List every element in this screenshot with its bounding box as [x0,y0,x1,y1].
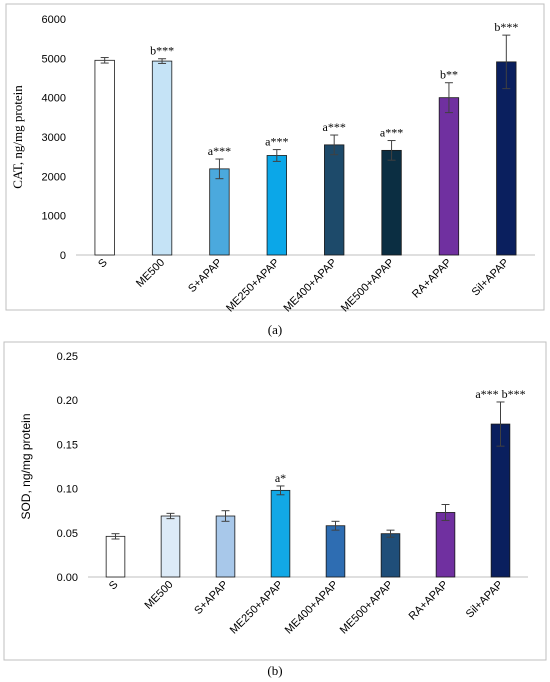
error-bar [100,57,109,64]
x-tick-label: Sil+APAP [470,257,512,299]
x-tick-label: RA+APAP [410,257,454,301]
x-tick-label: ME400+APAP [283,579,341,637]
x-tick-label: S [107,579,121,593]
x-tick-label: Sil+APAP [464,579,506,621]
y-tick-label: 0.25 [57,351,78,363]
bar-me250-apap [270,489,291,578]
x-tick-label: S [96,257,110,271]
error-bar [215,158,224,180]
significance-label: a*** [380,126,403,140]
error-bar [272,149,281,162]
chart-sod: SOD, ng/mg protein 0.00 0.05 0.10 0.15 0.20 0.… [3,341,547,661]
error-bar [221,510,230,522]
chart-border [5,3,545,311]
error-bar [331,520,340,531]
y-tick-label: 0.00 [57,572,78,584]
x-tick-label: ME250+APAP [228,579,286,637]
x-tick-label: ME500 [134,257,167,290]
error-bar [444,82,453,114]
error-bar [111,533,120,540]
bar-me400-apap [324,144,345,256]
bar-sil-apap [496,61,517,256]
bar-s [94,59,115,256]
bar-me400-apap [325,525,346,578]
significance-label: a* [275,471,286,485]
bar-s [105,535,126,578]
bar-me500-apap [380,533,401,578]
y-tick-label: 6000 [42,14,66,26]
significance-label: b*** [494,20,518,34]
significance-label: b** [440,68,458,82]
bar-me250-apap [266,155,287,256]
x-tick-label: ME500+APAP [338,579,396,637]
y-tick-label: 1000 [42,211,66,223]
x-tick-label: ME500+APAP [339,257,397,315]
y-tick-label: 0.15 [57,439,78,451]
significance-label: b*** [150,44,174,58]
y-tick-label: 3000 [42,132,66,144]
y-tick-label: 4000 [42,93,66,105]
chart-border [3,341,547,661]
significance-label: a*** [208,144,231,158]
bar-sil-apap [490,423,511,578]
y-tick-label: 2000 [42,171,66,183]
error-bar [386,529,395,538]
y-tick-label: 0.10 [57,484,78,496]
error-bar [387,140,396,161]
significance-label: a*** b*** [475,387,525,401]
bar-ra-apap [438,97,460,256]
bar-me500-apap [381,149,402,256]
x-tick-label: ME500 [142,579,175,612]
bar-s-apap [209,168,230,256]
error-bar [158,58,167,64]
y-axis-label: SOD, ng/mg protein [19,413,33,519]
x-tick-label: S+APAP [186,257,224,295]
x-tick-label: S+APAP [192,579,230,617]
x-tick-label: ME400+APAP [281,257,339,315]
y-tick-label: 5000 [42,53,66,65]
error-bar [441,504,450,521]
x-tick-label: ME250+APAP [224,257,282,315]
error-bar [276,485,285,496]
x-tick-label: RA+APAP [407,579,451,623]
error-bar [502,34,511,90]
y-tick-label: 0.05 [57,528,78,540]
error-bar [496,401,505,447]
bar-me500 [151,60,173,256]
panel-label-a: (a) [267,322,283,337]
bar-s-apap [215,515,236,578]
significance-label: a*** [323,120,346,134]
bar-ra-apap [435,512,456,578]
error-bar [166,512,175,520]
panel-label-b: (b) [267,663,283,678]
bar-me500 [160,515,181,578]
y-axis-label: CAT, ng/mg protein [10,85,25,189]
y-tick-label: 0.20 [57,395,78,407]
y-tick-label: 0 [60,250,66,262]
error-bar [330,134,339,156]
significance-label: a*** [265,135,288,149]
chart-cat: CAT, ng/mg protein 0 1000 2000 3000 4000 5000 6… [5,3,545,315]
